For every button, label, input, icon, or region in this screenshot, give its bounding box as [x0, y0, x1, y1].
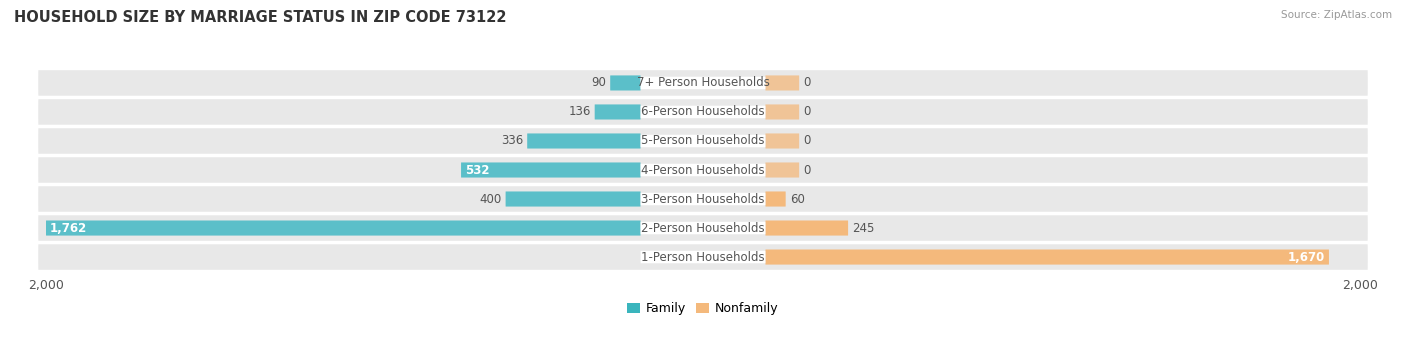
- FancyBboxPatch shape: [641, 193, 765, 205]
- FancyBboxPatch shape: [38, 99, 1368, 125]
- Text: 136: 136: [568, 105, 591, 118]
- FancyBboxPatch shape: [765, 250, 1329, 265]
- Text: 1,762: 1,762: [51, 222, 87, 235]
- Text: 0: 0: [803, 135, 811, 148]
- FancyBboxPatch shape: [765, 163, 799, 177]
- FancyBboxPatch shape: [641, 77, 765, 89]
- FancyBboxPatch shape: [46, 220, 641, 236]
- FancyBboxPatch shape: [610, 75, 641, 90]
- FancyBboxPatch shape: [765, 133, 799, 149]
- FancyBboxPatch shape: [641, 106, 765, 118]
- FancyBboxPatch shape: [641, 135, 765, 147]
- FancyBboxPatch shape: [527, 133, 641, 149]
- Text: 2-Person Households: 2-Person Households: [641, 222, 765, 235]
- FancyBboxPatch shape: [765, 75, 799, 90]
- FancyBboxPatch shape: [461, 163, 641, 177]
- FancyBboxPatch shape: [641, 222, 765, 234]
- Text: 400: 400: [479, 192, 502, 205]
- FancyBboxPatch shape: [38, 157, 1368, 183]
- Legend: Family, Nonfamily: Family, Nonfamily: [623, 298, 783, 320]
- Text: 336: 336: [501, 135, 523, 148]
- FancyBboxPatch shape: [765, 104, 799, 120]
- Text: 3-Person Households: 3-Person Households: [641, 192, 765, 205]
- FancyBboxPatch shape: [641, 251, 765, 263]
- FancyBboxPatch shape: [38, 215, 1368, 241]
- Text: 532: 532: [465, 164, 489, 176]
- Text: 5-Person Households: 5-Person Households: [641, 135, 765, 148]
- Text: 7+ Person Households: 7+ Person Households: [637, 76, 769, 89]
- FancyBboxPatch shape: [641, 164, 765, 176]
- FancyBboxPatch shape: [38, 128, 1368, 154]
- Text: 1,670: 1,670: [1288, 251, 1324, 264]
- Text: 0: 0: [803, 164, 811, 176]
- Text: 0: 0: [803, 76, 811, 89]
- Text: 1-Person Households: 1-Person Households: [641, 251, 765, 264]
- Text: 2,000: 2,000: [1341, 279, 1378, 292]
- Text: 6-Person Households: 6-Person Households: [641, 105, 765, 118]
- FancyBboxPatch shape: [38, 186, 1368, 212]
- FancyBboxPatch shape: [765, 220, 848, 236]
- Text: 2,000: 2,000: [28, 279, 65, 292]
- Text: Source: ZipAtlas.com: Source: ZipAtlas.com: [1281, 10, 1392, 20]
- Text: 90: 90: [592, 76, 606, 89]
- Text: HOUSEHOLD SIZE BY MARRIAGE STATUS IN ZIP CODE 73122: HOUSEHOLD SIZE BY MARRIAGE STATUS IN ZIP…: [14, 10, 506, 25]
- FancyBboxPatch shape: [506, 191, 641, 207]
- FancyBboxPatch shape: [38, 244, 1368, 270]
- Text: 245: 245: [852, 222, 875, 235]
- FancyBboxPatch shape: [595, 104, 641, 120]
- FancyBboxPatch shape: [38, 70, 1368, 96]
- FancyBboxPatch shape: [765, 191, 786, 207]
- Text: 0: 0: [803, 105, 811, 118]
- Text: 60: 60: [790, 192, 804, 205]
- Text: 4-Person Households: 4-Person Households: [641, 164, 765, 176]
